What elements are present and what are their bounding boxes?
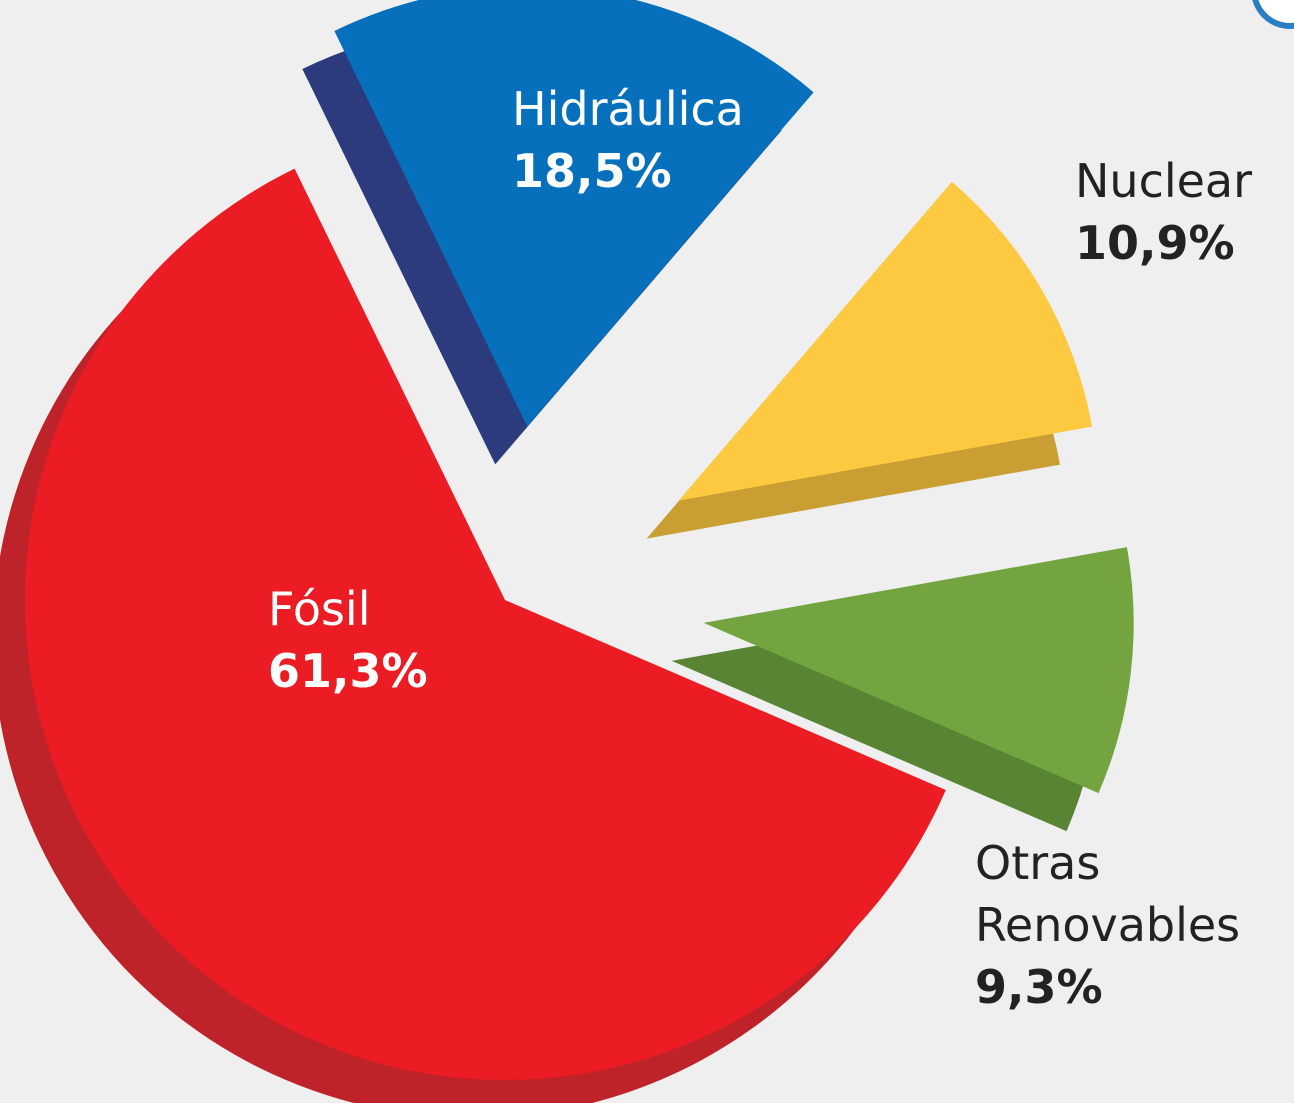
- value-label: 9,3%: [975, 960, 1103, 1014]
- slice-label: Otras Renovables 9,3%: [975, 832, 1285, 1018]
- category-label: Nuclear: [1075, 154, 1253, 208]
- value-label: 61,3%: [268, 644, 428, 698]
- value-label: 10,9%: [1075, 216, 1235, 270]
- slice: [25, 168, 946, 1080]
- value-label: 18,5%: [512, 144, 672, 198]
- slice: [334, 0, 814, 427]
- slice: [678, 181, 1093, 501]
- category-label: Otras Renovables: [975, 836, 1241, 952]
- category-label: Hidráulica: [512, 82, 744, 136]
- slice: [703, 547, 1134, 794]
- category-label: Fósil: [268, 582, 371, 636]
- slice-label: Hidráulica 18,5%: [512, 78, 744, 202]
- slice-label: Fósil 61,3%: [268, 578, 428, 702]
- slice-label: Nuclear 10,9%: [1075, 150, 1252, 274]
- logo: [1252, 0, 1294, 29]
